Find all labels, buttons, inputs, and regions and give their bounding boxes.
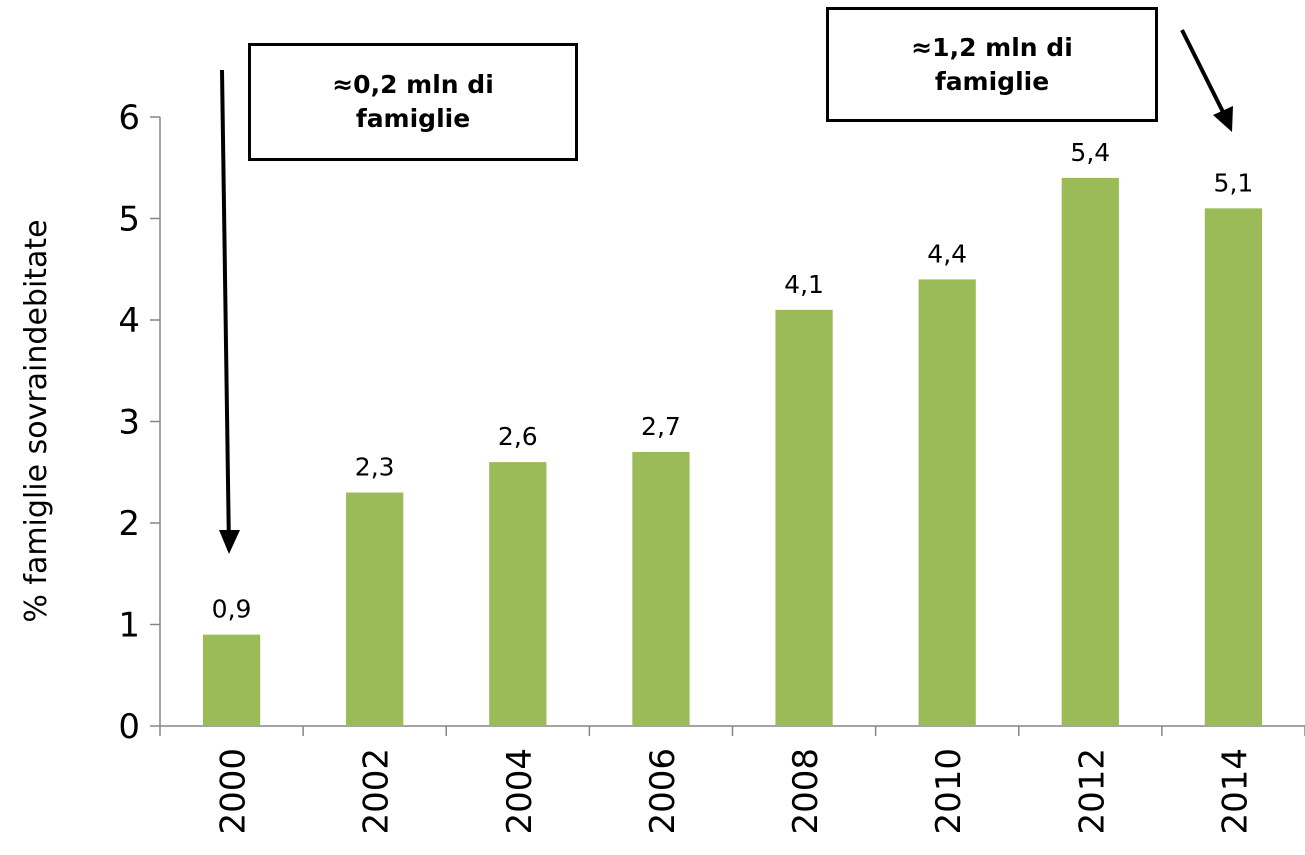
value-label-2002: 2,3 (355, 453, 395, 482)
value-label-2014: 5,1 (1214, 168, 1254, 197)
x-tick-label-2006: 2006 (643, 748, 683, 835)
y-tick-label: 1 (118, 606, 140, 646)
value-label-2010: 4,4 (927, 239, 967, 268)
annotation-box-2014: ≈1,2 mln di famiglie (826, 7, 1158, 122)
bar-2006 (632, 451, 690, 726)
value-label-2004: 2,6 (498, 422, 538, 451)
arrow-head-2000 (219, 530, 240, 554)
annotation-text-2000: ≈0,2 mln di famiglie (332, 70, 494, 133)
y-tick-label: 0 (118, 707, 140, 747)
y-tick-label: 5 (118, 200, 140, 240)
y-axis-title: % famiglie sovraindebitate (19, 219, 54, 622)
value-label-2012: 5,4 (1070, 138, 1110, 167)
bar-2000 (202, 634, 261, 726)
bar-2010 (918, 279, 976, 726)
x-tick-label-2002: 2002 (357, 748, 397, 835)
y-tick-label: 2 (118, 504, 140, 544)
x-tick-label-2000: 2000 (214, 748, 254, 835)
y-tick-label: 3 (118, 403, 140, 443)
arrow-to-2000 (220, 69, 231, 551)
y-tick-label: 6 (118, 98, 140, 138)
bar-2008 (775, 309, 833, 726)
x-tick-label-2004: 2004 (500, 748, 540, 835)
x-tick-label-2012: 2012 (1072, 748, 1112, 835)
value-label-2006: 2,7 (641, 412, 681, 441)
x-tick-label-2014: 2014 (1215, 748, 1255, 835)
value-label-2008: 4,1 (784, 270, 824, 299)
arrow-to-2014 (1180, 29, 1230, 123)
x-tick-label-2010: 2010 (929, 748, 969, 835)
value-label-2000: 0,9 (212, 595, 252, 624)
bar-2002 (346, 492, 404, 726)
x-tick-label-2008: 2008 (786, 748, 826, 835)
annotation-text-2014: ≈1,2 mln di famiglie (911, 32, 1073, 96)
arrow-head-2014 (1213, 106, 1233, 132)
y-tick-label: 4 (118, 301, 140, 341)
bar-2012 (1061, 177, 1119, 726)
bar-2014 (1204, 208, 1263, 727)
annotation-box-2000: ≈0,2 mln di famiglie (248, 43, 578, 161)
bar-2004 (489, 462, 547, 726)
